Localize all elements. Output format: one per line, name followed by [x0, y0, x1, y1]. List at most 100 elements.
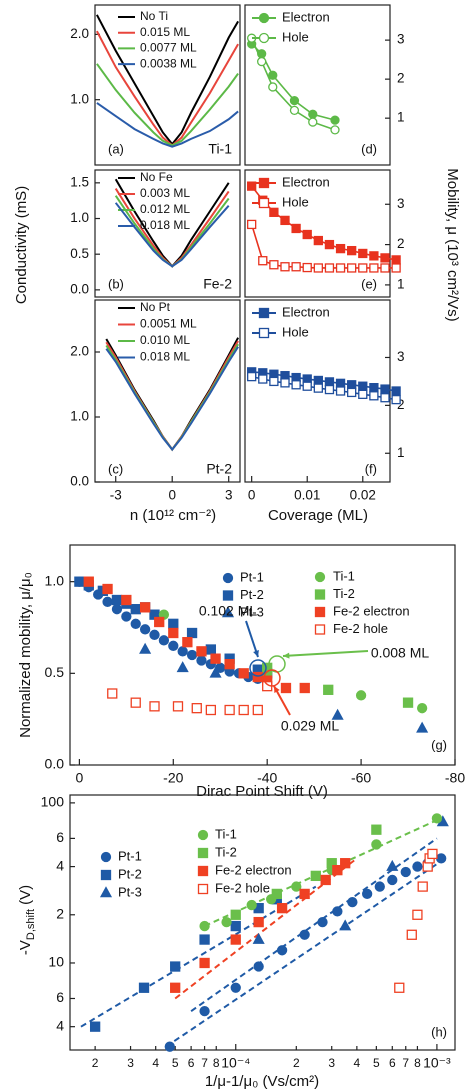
marker — [391, 263, 401, 273]
marker — [199, 934, 210, 945]
annotation: 0.102 ML — [199, 603, 258, 619]
marker — [177, 646, 188, 657]
marker — [199, 1006, 210, 1017]
x-tick-label: 0 — [75, 770, 83, 786]
y-tick-label: 1 — [397, 110, 405, 125]
marker — [289, 95, 300, 106]
y-tick-label: 2.0 — [70, 344, 89, 359]
y-tick-label: 3 — [397, 196, 405, 211]
marker — [196, 646, 207, 657]
legend-label: 0.003 ML — [140, 186, 190, 200]
marker — [74, 576, 85, 587]
marker — [172, 701, 184, 712]
marker — [291, 380, 301, 390]
marker — [291, 881, 302, 892]
y-axis-label: Normalized mobility, μ/μ₀ — [17, 572, 34, 738]
x-tick-label: 4 — [152, 1056, 159, 1070]
marker — [186, 649, 198, 661]
marker — [111, 604, 123, 615]
marker — [130, 604, 141, 615]
marker — [230, 934, 241, 945]
marker — [230, 982, 241, 993]
plot-frame — [94, 4, 241, 166]
marker — [308, 117, 318, 127]
y-tick-label: 4 — [56, 857, 64, 873]
marker — [164, 1041, 175, 1052]
marker — [182, 637, 193, 648]
marker — [138, 982, 150, 993]
y-tick-label: 0.0 — [45, 756, 65, 772]
y-tick-label: 0.0 — [70, 474, 89, 489]
legend-marker — [258, 12, 270, 24]
marker — [253, 961, 264, 972]
marker — [247, 219, 257, 230]
marker — [417, 881, 428, 892]
y-axis-label: -VD,shift (V) — [17, 885, 37, 955]
x-axis-label: Coverage (ML) — [268, 507, 368, 524]
y-tick-label: 6 — [56, 829, 64, 845]
marker — [238, 668, 249, 679]
marker — [186, 627, 198, 639]
marker — [111, 594, 123, 606]
x-tick-label: 5 — [373, 1056, 380, 1070]
legend-marker — [314, 571, 326, 583]
x-tick-label: 7 — [402, 1056, 409, 1070]
panel-label: (d) — [361, 141, 377, 156]
marker — [139, 642, 152, 654]
marker — [276, 903, 288, 914]
legend-label: Pt-2 — [240, 587, 264, 602]
panel-label: (f) — [365, 461, 377, 476]
marker — [252, 704, 263, 716]
plot-frame — [244, 299, 391, 483]
marker — [400, 866, 411, 878]
marker — [332, 906, 343, 917]
marker — [324, 384, 335, 395]
y-tick-label: 4 — [56, 1017, 64, 1033]
legend-marker — [314, 589, 326, 600]
y-tick-label: 100 — [41, 794, 65, 810]
y-tick-label: 1 — [397, 276, 405, 291]
annotation-arrow — [282, 650, 369, 657]
marker — [347, 387, 357, 398]
marker — [358, 248, 368, 259]
y-tick-label: 2 — [397, 397, 405, 412]
legend-label: Ti-1 — [215, 826, 237, 841]
marker — [324, 377, 335, 387]
marker — [199, 957, 210, 969]
marker — [369, 263, 379, 273]
marker — [280, 682, 292, 694]
marker — [289, 105, 300, 116]
marker — [299, 929, 310, 940]
panel-label: (c) — [108, 461, 123, 476]
y-tick-label: 2 — [56, 905, 64, 921]
legend-label: 0.0051 ML — [140, 317, 197, 331]
legend-label: Fe-2 hole — [333, 621, 388, 636]
legend-label: Electron — [282, 174, 330, 189]
x-tick-label: 6 — [188, 1056, 195, 1070]
panel-label: (e) — [361, 276, 377, 291]
legend-marker — [222, 572, 234, 584]
marker — [339, 919, 352, 931]
marker — [299, 682, 310, 694]
marker — [280, 215, 290, 226]
legend-label: Ti-1 — [333, 568, 355, 583]
legend-label: Hole — [282, 194, 309, 209]
legend-marker — [197, 883, 209, 895]
marker — [310, 870, 321, 882]
marker — [291, 223, 301, 234]
y-axis-label-part: D,shift — [25, 909, 37, 940]
legend-label: Pt-2 — [118, 866, 142, 881]
marker — [199, 920, 210, 932]
highlight-circle — [263, 669, 281, 687]
fit-line — [165, 857, 446, 1048]
marker — [380, 263, 390, 273]
marker — [335, 386, 346, 396]
marker — [196, 655, 207, 666]
series-line — [114, 202, 230, 268]
legend-label: Pt-1 — [118, 848, 142, 863]
legend-label: 0.0077 ML — [140, 41, 197, 55]
y-tick-label: 0.5 — [70, 246, 89, 261]
marker — [238, 704, 249, 716]
legend-marker — [258, 32, 270, 44]
marker — [230, 909, 241, 920]
